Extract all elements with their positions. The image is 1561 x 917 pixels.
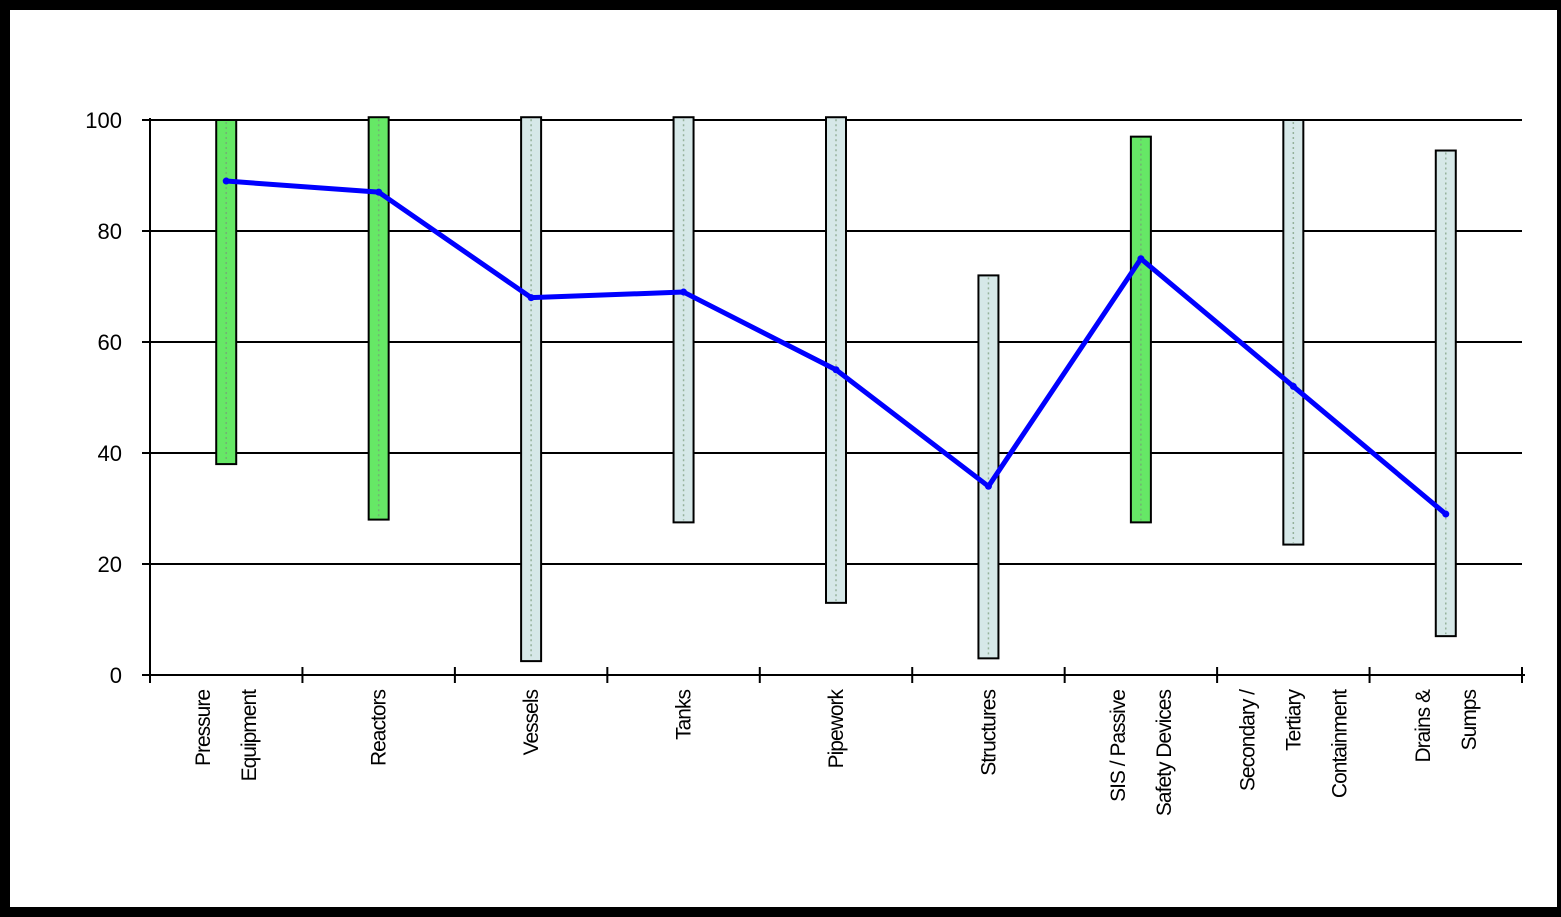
trend-point-2: [527, 294, 535, 302]
y-axis-labels: 0 20 40 60 80 100: [85, 108, 122, 688]
trend-point-7: [1289, 382, 1297, 390]
category-labels: Pressure Equipment Reactors Vessels Tanks Pip…: [192, 689, 1481, 817]
y-tick-label-100: 100: [85, 108, 122, 133]
trend-point-6: [1137, 255, 1145, 263]
category-label-8-1: Sumps: [1458, 690, 1481, 751]
trend-point-0: [222, 177, 230, 185]
y-tick-label-20: 20: [98, 552, 122, 577]
trend-point-3: [680, 288, 688, 296]
y-tick-label-0: 0: [110, 663, 122, 688]
category-label-7-0: Secondary /: [1236, 689, 1259, 791]
category-label-5-0: Structures: [977, 690, 1000, 776]
category-label-7-2: Containment: [1328, 689, 1351, 798]
category-label-6-1: Safety Devices: [1153, 690, 1176, 817]
range-bar-2: [520, 116, 543, 663]
range-bars: [215, 116, 1457, 663]
category-label-0-1: Equipment: [238, 689, 261, 782]
category-label-2-0: Vessels: [520, 690, 543, 756]
category-label-3-0: Tanks: [673, 690, 696, 740]
category-label-8-0: Drains &: [1412, 689, 1435, 763]
trend-point-8: [1442, 510, 1450, 518]
range-bar-5: [977, 274, 1000, 660]
y-tick-label-60: 60: [98, 330, 122, 355]
category-label-4-0: Pipework: [825, 689, 848, 769]
category-label-0-0: Pressure: [192, 690, 215, 766]
category-label-7-1: Tertiary: [1282, 689, 1305, 751]
category-label-6-0: SIS / Passive: [1107, 690, 1130, 802]
trend-point-4: [832, 366, 840, 374]
trend-point-1: [375, 188, 383, 196]
category-label-1-0: Reactors: [368, 690, 391, 767]
y-tick-label-80: 80: [98, 219, 122, 244]
axes: [142, 118, 1525, 683]
range-bar-1: [367, 116, 390, 521]
y-tick-label-40: 40: [98, 441, 122, 466]
trend-line-group: [222, 177, 1450, 518]
trend-point-5: [984, 482, 992, 490]
